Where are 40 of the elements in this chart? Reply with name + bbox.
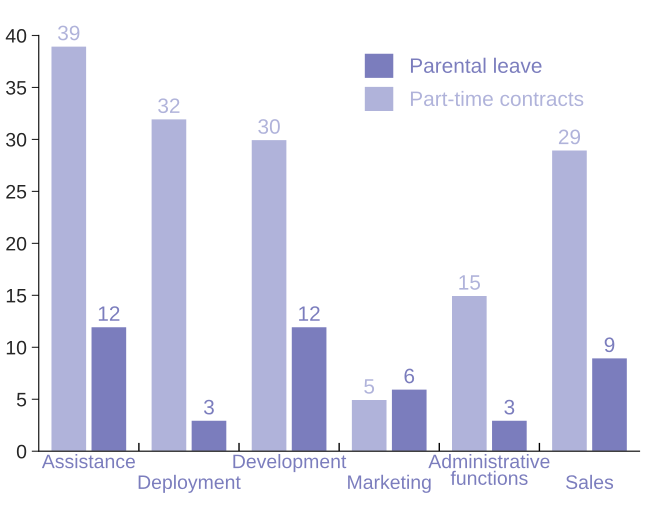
y-tick-label: 30 — [6, 132, 26, 147]
legend-label: Parental leave — [410, 58, 542, 74]
bar — [390, 388, 428, 452]
data-label: 15 — [459, 275, 480, 290]
bar — [250, 138, 288, 452]
data-label: 6 — [404, 368, 414, 384]
bar — [490, 419, 528, 452]
bar — [90, 326, 128, 452]
y-tick-label: 5 — [16, 392, 26, 406]
data-label: 9 — [604, 337, 614, 352]
y-tick-label: 35 — [6, 80, 26, 95]
y-tick-label: 0 — [16, 444, 26, 458]
data-label: 29 — [558, 130, 580, 144]
y-tick-label: 15 — [6, 288, 26, 303]
y-tick-label: 20 — [6, 236, 26, 251]
bar — [190, 419, 228, 452]
bar — [590, 356, 628, 452]
data-label: 12 — [299, 306, 320, 321]
bar — [150, 118, 188, 452]
x-tick-label: Deployment — [138, 474, 241, 493]
y-tick-label: 10 — [6, 340, 26, 355]
data-label: 39 — [58, 26, 80, 40]
bar — [550, 149, 588, 452]
y-tick-label: 40 — [6, 28, 26, 43]
data-label: 30 — [258, 119, 280, 134]
legend-label: Part-time contracts — [410, 90, 584, 106]
data-label: 3 — [204, 400, 214, 415]
bar — [290, 326, 328, 452]
data-label: 5 — [364, 379, 374, 394]
bar — [350, 398, 388, 452]
x-tick-label: Marketing — [348, 474, 431, 493]
data-label: 32 — [158, 98, 180, 114]
x-tick-label: Assistance — [42, 454, 135, 468]
data-label: 12 — [98, 306, 120, 321]
x-tick-label: Development — [233, 454, 346, 472]
bar — [450, 294, 488, 452]
bar — [50, 45, 88, 452]
data-label: 3 — [504, 400, 514, 415]
y-tick-label: 25 — [6, 184, 26, 199]
x-tick-label: Sales — [566, 474, 614, 490]
